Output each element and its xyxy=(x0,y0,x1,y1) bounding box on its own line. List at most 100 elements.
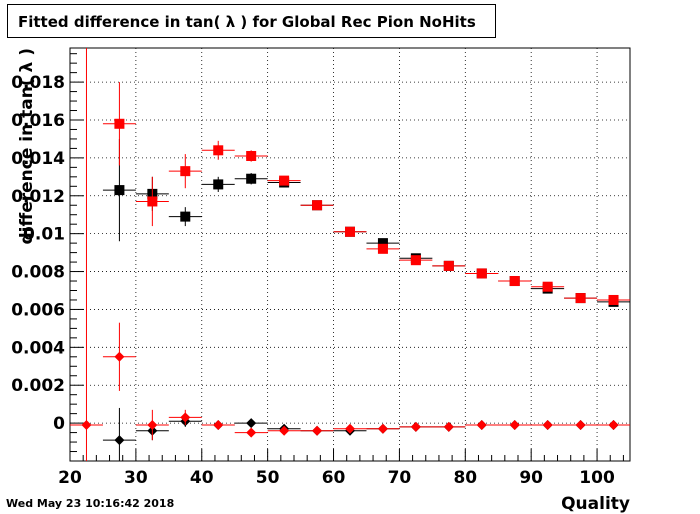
diamond-marker xyxy=(377,423,388,434)
data-point xyxy=(531,281,565,292)
data-point xyxy=(465,268,499,279)
data-point xyxy=(234,150,268,162)
square-marker xyxy=(575,293,586,304)
square-marker xyxy=(542,281,553,292)
data-point xyxy=(531,420,565,431)
data-point xyxy=(333,423,367,434)
data-point xyxy=(168,207,202,227)
data-point xyxy=(399,255,433,266)
diamond-marker xyxy=(608,420,619,431)
y-tick-label: 0.006 xyxy=(11,300,65,320)
diamond-marker xyxy=(180,412,191,423)
chart-title-box: Fitted difference in tan( λ ) for Global… xyxy=(7,4,496,38)
diamond-marker xyxy=(542,420,553,431)
diamond-marker xyxy=(246,427,257,438)
data-point xyxy=(135,409,169,441)
square-marker xyxy=(180,211,191,222)
y-tick-label: 0.01 xyxy=(23,225,65,245)
data-point xyxy=(597,420,630,431)
timestamp-label: Wed May 23 10:16:42 2018 xyxy=(6,497,175,510)
y-tick-label: 0.004 xyxy=(11,338,65,358)
square-marker xyxy=(377,243,388,254)
data-point xyxy=(333,226,367,237)
data-point xyxy=(102,322,136,391)
x-tick-label: 70 xyxy=(388,468,412,488)
square-marker xyxy=(345,226,355,237)
series-3 xyxy=(70,48,630,461)
data-point xyxy=(102,82,136,166)
data-series xyxy=(70,48,630,461)
y-tick-label: 0.008 xyxy=(11,263,65,283)
x-tick-label: 50 xyxy=(256,468,280,488)
x-axis-title: Quality xyxy=(561,494,630,514)
x-tick-label: 80 xyxy=(453,468,477,488)
chart-title: Fitted difference in tan( λ ) for Global… xyxy=(18,13,476,31)
x-tick-label: 30 xyxy=(124,468,148,488)
diamond-marker xyxy=(147,420,158,431)
data-point xyxy=(564,293,598,304)
diamond-marker xyxy=(410,421,421,432)
data-point xyxy=(366,243,400,254)
data-point xyxy=(498,420,532,431)
diamond-marker xyxy=(81,420,92,431)
diamond-marker xyxy=(312,425,323,436)
square-marker xyxy=(114,118,125,129)
diamond-marker xyxy=(509,420,520,431)
data-point xyxy=(564,420,598,431)
x-tick-label: 20 xyxy=(58,468,82,488)
diamond-marker xyxy=(246,418,257,429)
data-point xyxy=(465,420,499,431)
square-marker xyxy=(476,268,487,279)
y-tick-label: 0 xyxy=(53,414,65,434)
square-marker xyxy=(213,179,224,190)
square-marker xyxy=(443,260,454,271)
data-point xyxy=(267,175,301,186)
data-point xyxy=(597,294,630,305)
grid-lines xyxy=(70,48,630,461)
diamond-marker xyxy=(114,435,125,446)
diamond-marker xyxy=(114,351,125,362)
diamond-marker xyxy=(345,423,355,434)
data-point xyxy=(399,421,433,432)
data-point xyxy=(234,173,268,185)
square-marker xyxy=(312,200,323,211)
square-marker xyxy=(180,166,191,177)
data-point xyxy=(168,409,202,426)
square-marker xyxy=(114,185,125,196)
data-point xyxy=(300,200,334,211)
y-tick-label: 0.012 xyxy=(11,187,65,207)
data-point xyxy=(168,154,202,189)
square-marker xyxy=(509,276,520,287)
data-point xyxy=(201,420,235,431)
data-point xyxy=(201,140,235,160)
square-marker xyxy=(608,294,619,305)
y-tick-label: 0.018 xyxy=(11,73,65,93)
data-point xyxy=(432,421,466,432)
square-marker xyxy=(246,150,257,161)
y-axis-title: difference in tan( λ ) xyxy=(17,48,37,245)
diamond-marker xyxy=(279,425,290,436)
data-point xyxy=(102,407,136,461)
data-point xyxy=(432,260,466,271)
data-point xyxy=(234,418,268,429)
square-marker xyxy=(377,238,388,249)
data-point xyxy=(366,423,400,434)
data-point xyxy=(70,48,103,461)
axes: 20 30 40 50 60 70 80 90 100 0 0.002 0.004 0.006 0.008… xyxy=(11,53,624,488)
x-tick-label: 60 xyxy=(322,468,346,488)
x-tick-label: 90 xyxy=(519,468,543,488)
data-point xyxy=(201,176,235,192)
diamond-marker xyxy=(213,420,224,431)
data-point xyxy=(300,425,334,436)
data-point xyxy=(234,427,268,438)
diamond-marker xyxy=(476,420,487,431)
series-0 xyxy=(102,138,630,307)
square-marker xyxy=(279,175,290,186)
square-marker xyxy=(147,196,158,207)
data-point xyxy=(135,176,169,227)
x-tick-label: 100 xyxy=(579,468,615,488)
x-tick-label: 40 xyxy=(190,468,214,488)
square-marker xyxy=(410,255,421,266)
data-point xyxy=(498,276,532,287)
